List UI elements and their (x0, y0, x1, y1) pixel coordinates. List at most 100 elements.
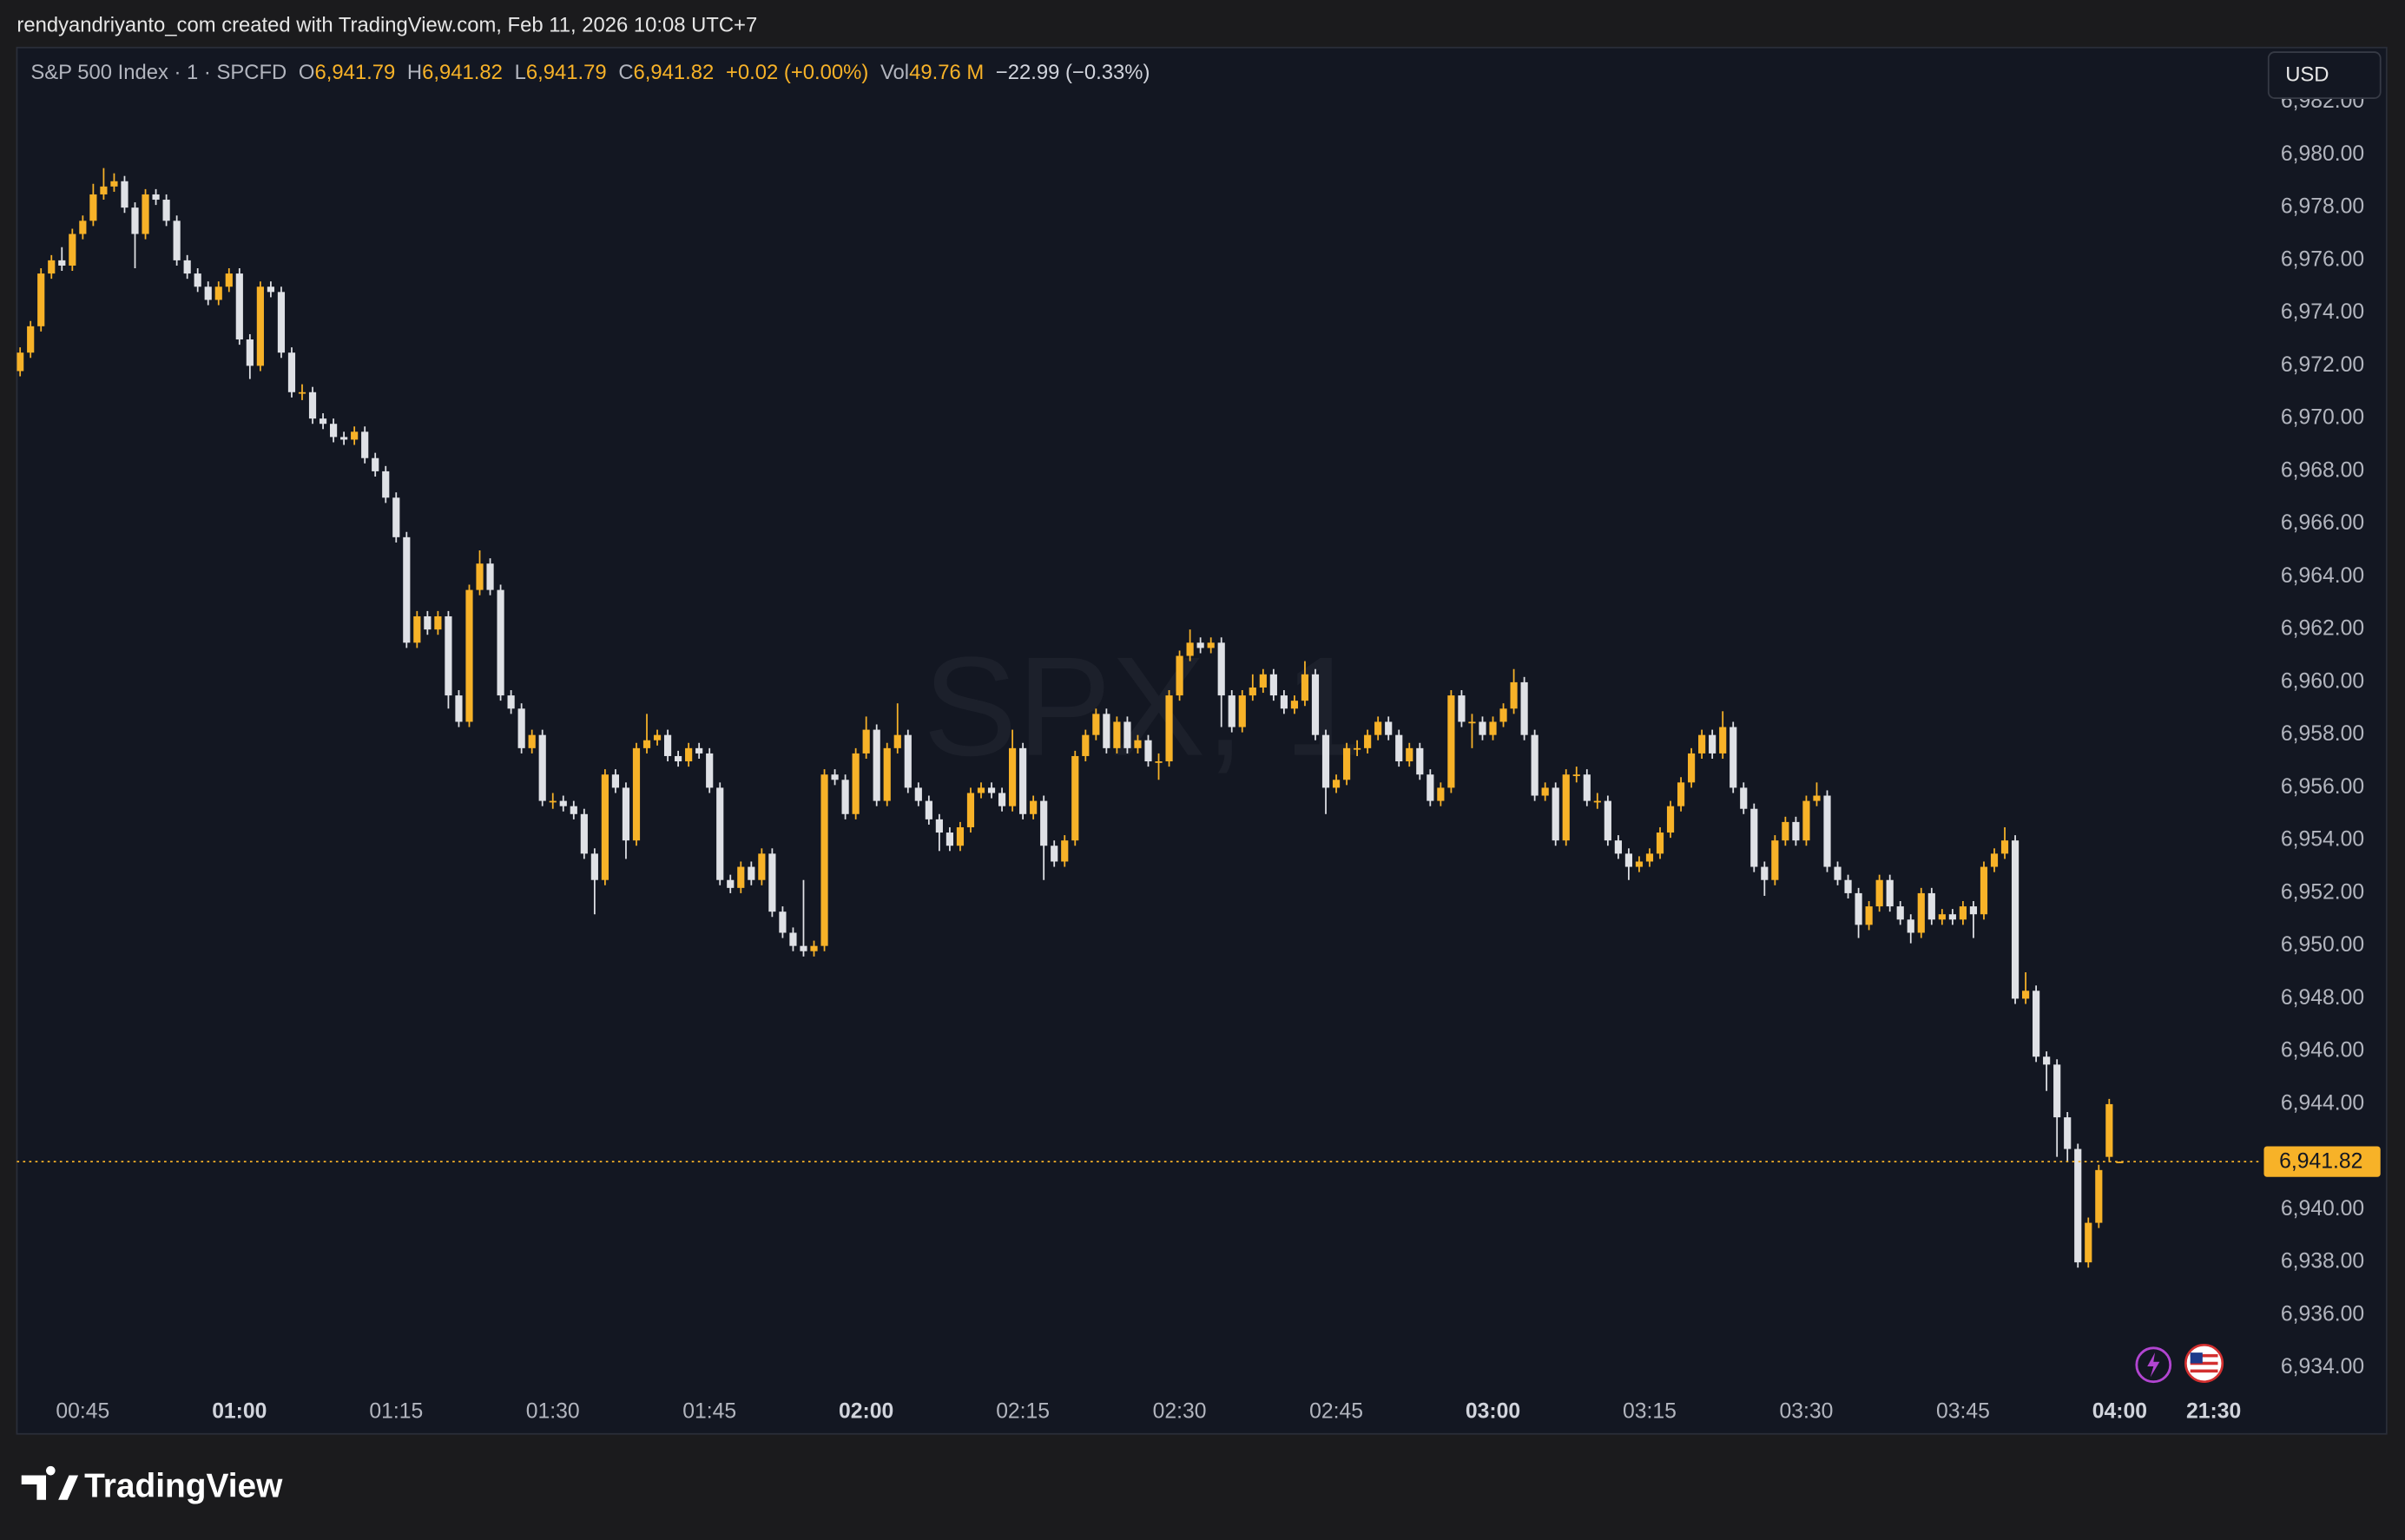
candle-body (1927, 892, 1935, 920)
logo-text: TradingView (84, 1468, 283, 1505)
x-tick-label: 03:00 (1466, 1400, 1520, 1424)
candle-body (1269, 674, 1277, 696)
y-tick-label: 6,938.00 (2281, 1250, 2364, 1273)
x-tick-label: 01:00 (212, 1400, 267, 1424)
candle-body (434, 615, 442, 630)
x-tick-label: 21:30 (2186, 1400, 2241, 1424)
x-tick-label: 02:15 (996, 1400, 1050, 1424)
candle-body (1071, 755, 1079, 841)
candle-body (517, 708, 525, 748)
candle-body (1959, 906, 1967, 920)
candle-body (1342, 747, 1351, 780)
candle-body (1510, 681, 1518, 709)
candle-body (319, 418, 327, 424)
candle-body (1416, 747, 1424, 775)
candle-body (162, 200, 170, 221)
flag-stripe (2190, 1353, 2218, 1358)
candle-body (1520, 681, 1528, 735)
y-tick-label: 6,960.00 (2281, 669, 2364, 693)
candle-body (1855, 892, 1862, 925)
candle-body (1604, 800, 1611, 841)
candle-body (1969, 906, 1978, 915)
candle-body (225, 273, 233, 287)
candle-body (1938, 914, 1946, 920)
candle-body (977, 787, 985, 793)
candle-body (1123, 721, 1131, 748)
candle-body (1792, 821, 1800, 841)
y-tick-label: 6,962.00 (2281, 617, 2364, 641)
candle-body (1030, 800, 1038, 814)
candle-body (1688, 753, 1696, 783)
candle-body (2105, 1103, 2113, 1157)
candle-body (611, 774, 620, 788)
candle-body (1311, 674, 1320, 735)
currency-label[interactable]: USD (2285, 63, 2329, 87)
y-tick-label: 6,950.00 (2281, 933, 2364, 957)
candle-body (246, 339, 254, 366)
events-icon[interactable] (2135, 1346, 2172, 1384)
candle-body (2053, 1064, 2061, 1118)
candle-body (1865, 906, 1873, 925)
candle-body (69, 234, 76, 266)
candle-body (1593, 800, 1601, 803)
candle-body (601, 774, 609, 880)
candle-body (1666, 806, 1675, 833)
legend-close-key: C (618, 61, 633, 84)
candle-body (748, 866, 755, 880)
candle-body (1321, 734, 1330, 788)
legend-volume: 49.76 M (909, 61, 984, 84)
candle-body (956, 826, 965, 846)
candle-body (173, 220, 181, 260)
candle-body (256, 286, 264, 366)
logo-mark (21, 1465, 79, 1500)
candle-body (706, 753, 714, 788)
candle-body (1458, 695, 1466, 722)
legend-high: 6,941.82 (422, 61, 503, 84)
candle-body (820, 774, 828, 946)
candle-body (1750, 808, 1758, 867)
x-tick-label: 00:45 (56, 1400, 109, 1424)
candle-body (914, 787, 922, 801)
candle-body (883, 747, 891, 801)
candle-body (549, 800, 557, 803)
candle-body (1280, 695, 1288, 709)
candle-body (1782, 821, 1789, 841)
candle-body (1583, 774, 1591, 801)
candle-body (966, 793, 975, 827)
legend: S&P 500 Index · 1 · SPCFD O6,941.79 H6,9… (30, 61, 1150, 84)
candle-body (1980, 866, 1988, 915)
candle-body (1479, 721, 1486, 735)
candle-body (831, 774, 839, 780)
candle-body (1249, 687, 1256, 696)
candle-body (1875, 879, 1883, 907)
candle-body (476, 563, 484, 590)
candle-body (675, 755, 682, 762)
candle-body (1531, 734, 1539, 796)
candle-body (1385, 721, 1393, 735)
currency-button[interactable] (2267, 51, 2382, 99)
candle-body (1165, 695, 1173, 762)
candle-body (1040, 800, 1048, 846)
candle-body (1572, 774, 1580, 776)
candle-body (987, 787, 996, 793)
candle-body (37, 273, 45, 326)
legend-symbol: S&P 500 Index · 1 · SPCFD (30, 61, 287, 84)
x-tick-label: 03:15 (1623, 1400, 1677, 1424)
candle-body (1103, 714, 1110, 748)
y-tick-label: 6,952.00 (2281, 880, 2364, 904)
candle-body (810, 945, 818, 951)
candle-body (1541, 787, 1549, 796)
candle-body (486, 563, 494, 590)
y-tick-label: 6,948.00 (2281, 986, 2364, 1010)
candle-body (1917, 892, 1925, 933)
candle-body (685, 747, 693, 762)
candle-body (1207, 642, 1215, 648)
candle-body (2095, 1169, 2103, 1223)
overlay: 6,941.82 (16, 1146, 2381, 1177)
candle-body (716, 787, 724, 880)
candle-body (2043, 1056, 2051, 1065)
candle-body (1144, 740, 1152, 762)
candle-body (559, 800, 567, 806)
y-tick-label: 6,956.00 (2281, 775, 2364, 799)
